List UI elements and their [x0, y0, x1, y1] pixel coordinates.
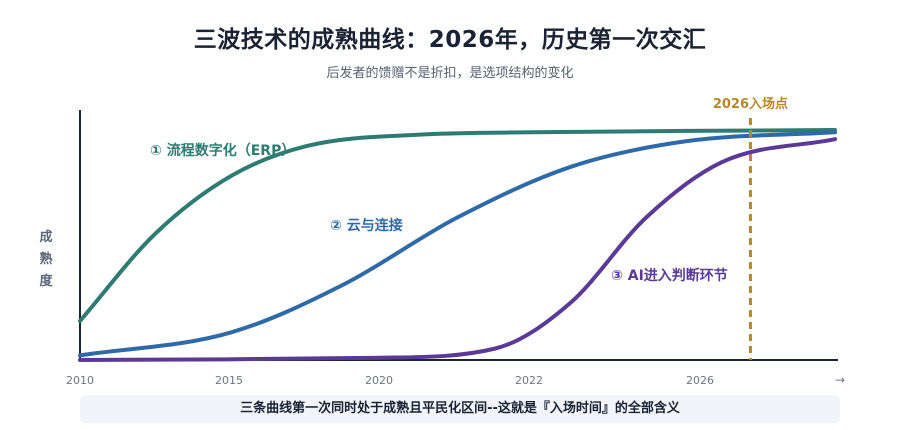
series-line-2: [78, 130, 837, 358]
series-label-3: ③ AI进入判断环节: [611, 267, 728, 284]
series-label-1: ① 流程数字化（ERP）: [150, 142, 295, 159]
entry-point-marker-label: 2026入场点: [713, 96, 788, 112]
chart-subtitle: 后发者的馈赠不是折扣，是选项结构的变化: [326, 66, 574, 81]
series-label-2: ② 云与连接: [330, 217, 403, 234]
y-axis-label-char: 成: [39, 229, 52, 245]
y-axis-label-char: 度: [39, 273, 53, 289]
y-axis-label-char: 熟: [39, 251, 52, 267]
series-line-3: [78, 137, 837, 362]
x-axis-arrow: →: [835, 373, 845, 387]
x-tick-label: 2022: [515, 374, 543, 387]
series-line-1: [78, 128, 837, 323]
x-tick-label: 2015: [215, 374, 243, 387]
x-tick-label: 2010: [66, 374, 94, 387]
x-tick-label: 2020: [365, 374, 393, 387]
x-tick-label: 2026: [686, 374, 714, 387]
footer-note: 三条曲线第一次同时处于成熟且平民化区间--这就是『入场时间』的全部含义: [80, 395, 840, 423]
chart-title: 三波技术的成熟曲线：2026年，历史第一次交汇: [193, 27, 707, 53]
